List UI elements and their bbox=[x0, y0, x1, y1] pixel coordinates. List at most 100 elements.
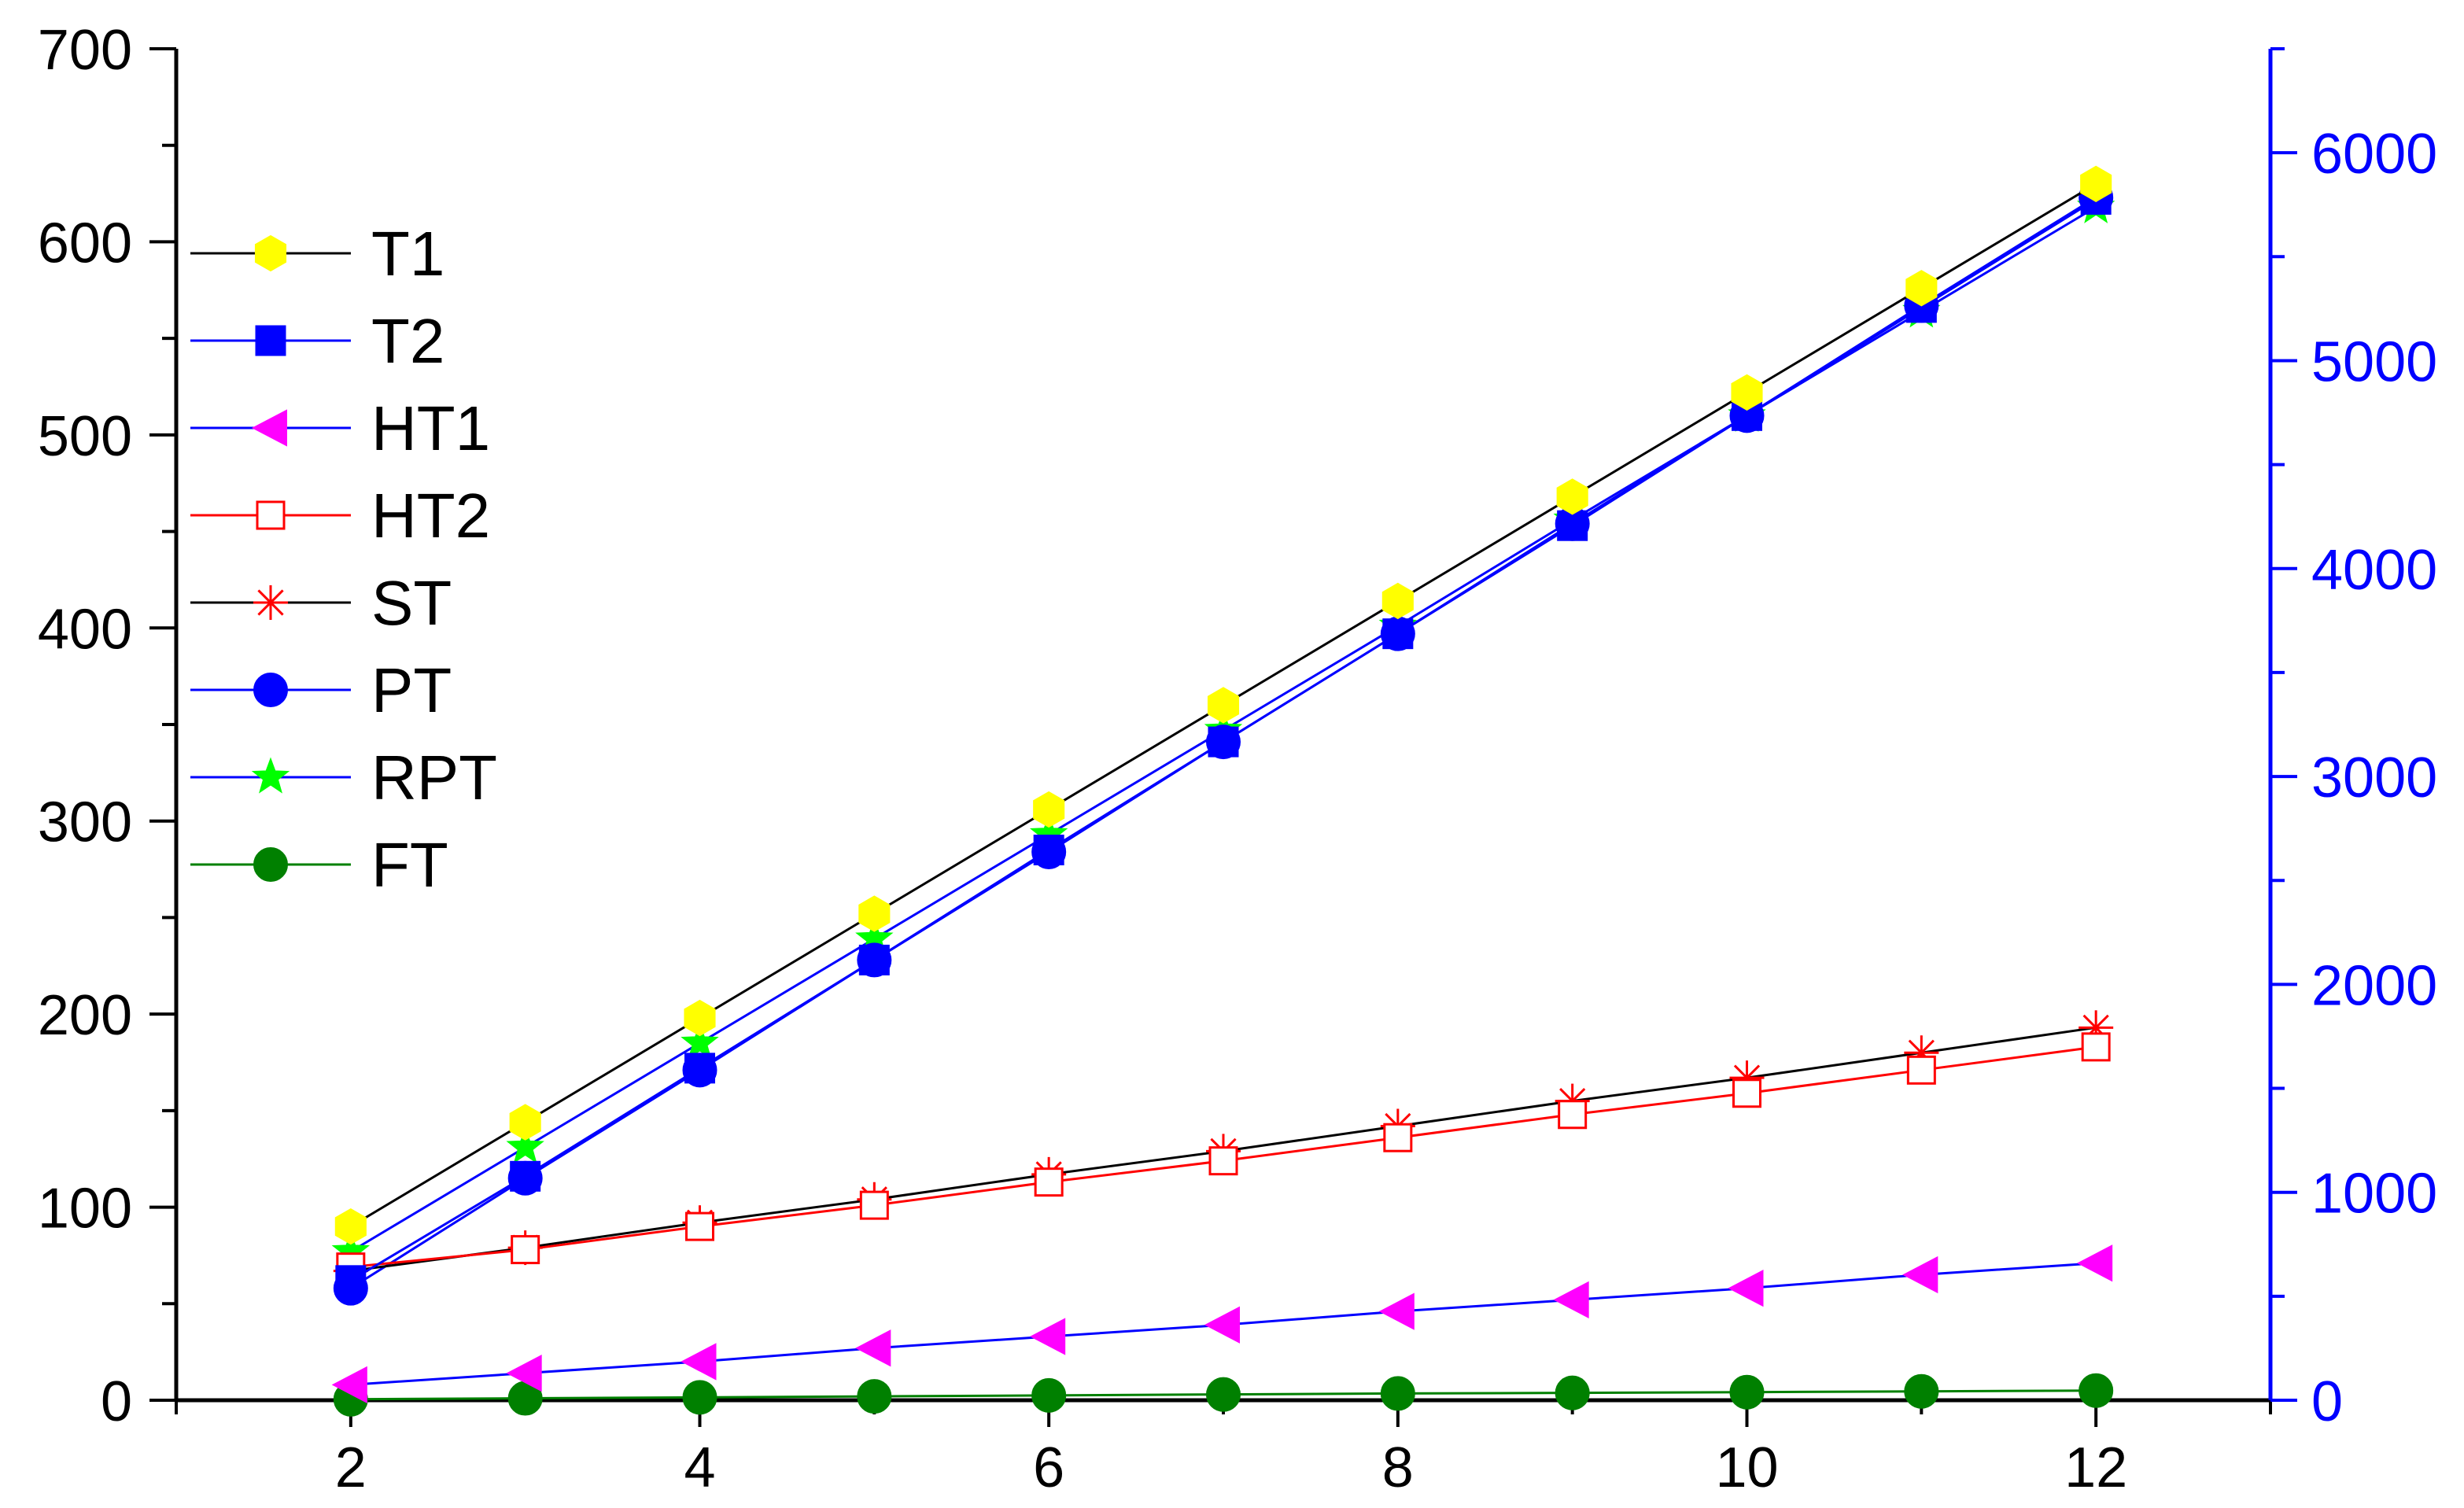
y-right-tick-label: 0 bbox=[2311, 1370, 2343, 1433]
series-ft-point bbox=[857, 1379, 892, 1414]
series-t1-point bbox=[1905, 270, 1938, 307]
series-ht2 bbox=[336, 1032, 2111, 1282]
legend-item-rpt: RPT bbox=[190, 743, 497, 813]
series-ht1-point bbox=[1204, 1306, 1240, 1344]
series-ht1-point bbox=[681, 1343, 717, 1381]
series-ht1-point bbox=[1902, 1255, 1938, 1294]
series-ht2-point bbox=[1383, 1123, 1413, 1152]
legend-ht2-marker bbox=[256, 500, 286, 530]
legend-st-marker-stroke bbox=[257, 589, 284, 616]
series-ht2-point bbox=[1558, 1100, 1588, 1130]
x-tick-label: 4 bbox=[684, 1436, 715, 1499]
legend-st-marker bbox=[253, 585, 288, 620]
series-t2-point bbox=[1557, 510, 1588, 541]
series-ft bbox=[333, 1373, 2114, 1417]
legend-rpt-marker bbox=[251, 757, 290, 794]
series-t2-point bbox=[1382, 618, 1414, 650]
series-ht2-point bbox=[1732, 1078, 1761, 1108]
series-ft-point bbox=[682, 1380, 717, 1415]
y-right-tick-label: 5000 bbox=[2311, 330, 2437, 393]
series-ft-point bbox=[1904, 1373, 1939, 1409]
series-ht1-point bbox=[331, 1366, 367, 1404]
series-ht2-point bbox=[2081, 1032, 2111, 1062]
series-ht1-point bbox=[1553, 1281, 1589, 1319]
series-layer bbox=[331, 165, 2115, 1417]
legend-item-t2: T2 bbox=[190, 306, 444, 376]
series-ht2-point bbox=[685, 1211, 714, 1241]
series-t2-point bbox=[335, 1265, 367, 1296]
y-left-tick-label: 600 bbox=[38, 212, 132, 275]
legend-item-ht2: HT2 bbox=[190, 481, 490, 551]
series-t1-point bbox=[1033, 791, 1065, 828]
series-rpt-point bbox=[506, 1127, 544, 1164]
x-tick-label: 8 bbox=[1382, 1436, 1414, 1499]
legend-st-label: ST bbox=[371, 568, 452, 638]
series-ft-point bbox=[1380, 1376, 1415, 1411]
legend: T1 T2 HT1 HT2 ST PT RPT FT bbox=[190, 219, 497, 900]
series-t1-point bbox=[2080, 165, 2112, 202]
series-ft-point bbox=[1729, 1374, 1765, 1410]
x-tick-label: 10 bbox=[1715, 1436, 1778, 1499]
series-ht1-point bbox=[1728, 1269, 1764, 1307]
y-left-tick-label: 700 bbox=[38, 19, 132, 82]
series-t1-point bbox=[1556, 478, 1588, 515]
legend-item-t1: T1 bbox=[190, 219, 444, 289]
legend-ft-marker bbox=[253, 847, 288, 882]
legend-ht2-label: HT2 bbox=[371, 481, 490, 551]
series-ht2-point bbox=[1906, 1055, 1936, 1085]
series-ft-point bbox=[1206, 1377, 1241, 1412]
series-ft-point bbox=[1031, 1377, 1067, 1413]
series-t2-point bbox=[1208, 726, 1239, 758]
legend-t1-marker bbox=[254, 234, 287, 272]
y-left-tick-label: 200 bbox=[38, 984, 132, 1047]
y-left-tick-label: 400 bbox=[38, 598, 132, 661]
y-left-tick-label: 0 bbox=[101, 1370, 132, 1433]
series-t1-point bbox=[1731, 374, 1763, 411]
legend-pt-label: PT bbox=[371, 655, 452, 725]
y-right-tick-label: 3000 bbox=[2311, 747, 2437, 809]
series-t1-point bbox=[334, 1208, 367, 1245]
series-t2-point bbox=[1033, 835, 1064, 866]
legend-pt-marker bbox=[253, 673, 288, 707]
series-ht1-point bbox=[1030, 1318, 1066, 1355]
series-ht2-point bbox=[511, 1235, 540, 1265]
y-right-tick-label: 6000 bbox=[2311, 123, 2437, 186]
series-t1-point bbox=[858, 895, 891, 932]
series-t2-point bbox=[858, 944, 890, 975]
legend-item-ht1: HT1 bbox=[190, 393, 490, 463]
series-ht2-point bbox=[1034, 1167, 1064, 1197]
y-right-tick-label: 1000 bbox=[2311, 1163, 2437, 1226]
legend-ht1-label: HT1 bbox=[371, 393, 490, 463]
series-ht1-point bbox=[506, 1354, 542, 1392]
series-ht1-point bbox=[2077, 1244, 2113, 1282]
legend-item-st: ST bbox=[190, 568, 452, 638]
series-t2-point bbox=[684, 1053, 715, 1084]
series-t1-point bbox=[684, 999, 716, 1037]
series-ft-point bbox=[2079, 1373, 2114, 1408]
legend-ft-label: FT bbox=[371, 830, 448, 900]
series-ht1-point bbox=[855, 1329, 891, 1367]
series-rpt-point bbox=[681, 1023, 719, 1060]
series-t1 bbox=[334, 165, 2112, 1245]
y-left-tick-label: 300 bbox=[38, 791, 132, 854]
y-right-tick-label: 2000 bbox=[2311, 954, 2437, 1017]
legend-item-pt: PT bbox=[190, 655, 452, 725]
y-right-tick-label: 4000 bbox=[2311, 539, 2437, 602]
x-tick-label: 6 bbox=[1033, 1436, 1064, 1499]
series-ft-point bbox=[1555, 1375, 1590, 1410]
series-ht1 bbox=[331, 1244, 2113, 1404]
legend-t2-label: T2 bbox=[371, 306, 444, 376]
legend-ht1-marker bbox=[251, 409, 287, 447]
y-left-tick-label: 100 bbox=[38, 1178, 132, 1241]
legend-item-ft: FT bbox=[190, 830, 448, 900]
series-ht2-point bbox=[859, 1190, 889, 1220]
series-t1-point bbox=[509, 1104, 541, 1141]
x-tick-label: 12 bbox=[2064, 1436, 2127, 1499]
series-ht1-point bbox=[1378, 1292, 1415, 1330]
series-t1-point bbox=[1381, 582, 1414, 620]
legend-t1-label: T1 bbox=[371, 219, 444, 289]
series-t1-point bbox=[1207, 687, 1240, 724]
legend-t2-marker bbox=[255, 325, 286, 356]
series-ht2-point bbox=[1208, 1146, 1238, 1176]
